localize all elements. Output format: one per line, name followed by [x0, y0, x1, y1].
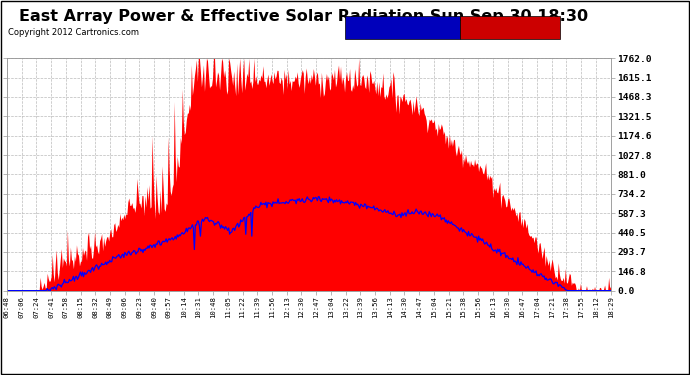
- Text: East Array  (DC Watts): East Array (DC Watts): [455, 23, 565, 32]
- Text: East Array Power & Effective Solar Radiation Sun Sep 30 18:30: East Array Power & Effective Solar Radia…: [19, 9, 588, 24]
- Text: Radiation (Effective w/m2): Radiation (Effective w/m2): [338, 23, 467, 32]
- Text: Copyright 2012 Cartronics.com: Copyright 2012 Cartronics.com: [8, 28, 139, 37]
